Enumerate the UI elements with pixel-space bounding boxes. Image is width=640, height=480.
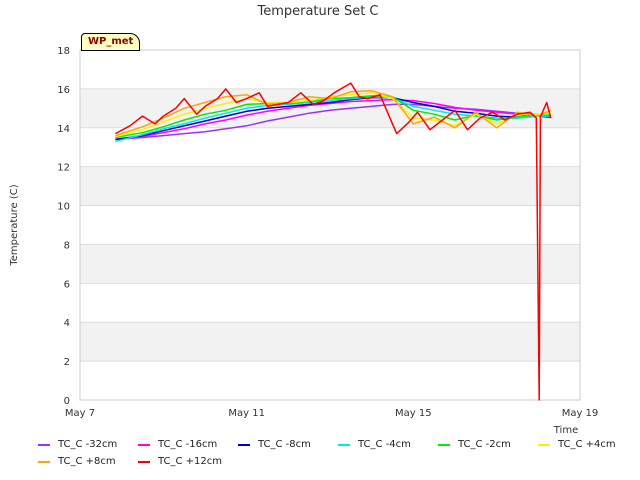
- y-tick-label: 0: [64, 396, 70, 407]
- legend-label: TC_C +8cm: [58, 456, 116, 467]
- legend-label: TC_C +4cm: [558, 439, 616, 450]
- plot-frame: [79, 49, 581, 401]
- legend-item: TC_C -8cm: [238, 439, 338, 450]
- legend-item: TC_C +8cm: [38, 456, 138, 467]
- grid-band: [80, 166, 580, 206]
- legend-item: TC_C -4cm: [338, 439, 438, 450]
- y-tick-label: 16: [57, 85, 70, 96]
- station-tag: WP_met: [81, 33, 141, 51]
- y-tick-label: 8: [64, 240, 70, 251]
- y-tick-label: 10: [57, 202, 70, 213]
- grid-band: [80, 205, 580, 245]
- legend-swatch: [438, 443, 450, 446]
- legend-swatch: [238, 443, 250, 446]
- legend-label: TC_C -16cm: [158, 439, 218, 450]
- series-line-tc-c-16cm: [115, 98, 551, 141]
- grid-band: [80, 322, 580, 362]
- legend-item: TC_C -16cm: [138, 439, 238, 450]
- legend-item: TC_C -2cm: [438, 439, 538, 450]
- x-axis-ticks: May 7 May 11 May 15 May 19: [65, 408, 598, 419]
- x-axis-title: Time: [553, 425, 578, 436]
- y-tick-label: 2: [64, 357, 70, 368]
- legend-swatch: [338, 443, 350, 446]
- x-tick-label: May 15: [395, 408, 432, 419]
- x-tick-label: May 19: [562, 408, 599, 419]
- legend-swatch: [38, 443, 50, 446]
- legend-item: TC_C -32cm: [38, 439, 138, 450]
- series-layer: [115, 82, 552, 401]
- legend: TC_C -32cm TC_C -16cm TC_C -8cm TC_C -4cm TC…: [38, 436, 628, 470]
- grid-band: [80, 244, 580, 284]
- y-axis-ticks: 0 2 4 6 8 10 12 14 16 18: [57, 46, 70, 407]
- y-tick-label: 6: [64, 279, 70, 290]
- grid-band: [80, 50, 580, 89]
- legend-label: TC_C -8cm: [258, 439, 311, 450]
- legend-item: TC_C +12cm: [138, 456, 238, 467]
- legend-swatch: [38, 460, 50, 463]
- series-line-tc-c-32cm: [115, 103, 551, 141]
- legend-label: TC_C +12cm: [158, 456, 223, 467]
- legend-swatch: [138, 443, 150, 446]
- legend-label: TC_C -2cm: [458, 439, 511, 450]
- y-tick-label: 4: [64, 318, 70, 329]
- legend-label: TC_C -32cm: [58, 439, 118, 450]
- y-axis-title: Temperature (C): [9, 184, 20, 266]
- y-tick-label: 18: [57, 46, 70, 57]
- y-tick-label: 14: [57, 124, 70, 135]
- legend-swatch: [138, 460, 150, 463]
- x-tick-label: May 11: [228, 408, 265, 419]
- grid-band: [80, 283, 580, 323]
- grid-band: [80, 361, 580, 400]
- series-line-tc-c-2cm: [115, 94, 551, 139]
- legend-label: TC_C -4cm: [358, 439, 411, 450]
- legend-swatch: [538, 443, 550, 446]
- series-line-tc-c-12cm: [115, 82, 552, 401]
- chart-title: Temperature Set C: [256, 4, 378, 19]
- y-tick-label: 12: [57, 163, 70, 174]
- legend-item: TC_C +4cm: [538, 439, 638, 450]
- series-line-tc-c-8cm: [115, 90, 552, 137]
- legend-row: TC_C -32cm TC_C -16cm TC_C -8cm TC_C -4cm TC…: [38, 436, 628, 453]
- legend-row: TC_C +8cm TC_C +12cm: [38, 453, 628, 470]
- x-tick-label: May 7: [65, 408, 95, 419]
- grid-band: [80, 127, 580, 167]
